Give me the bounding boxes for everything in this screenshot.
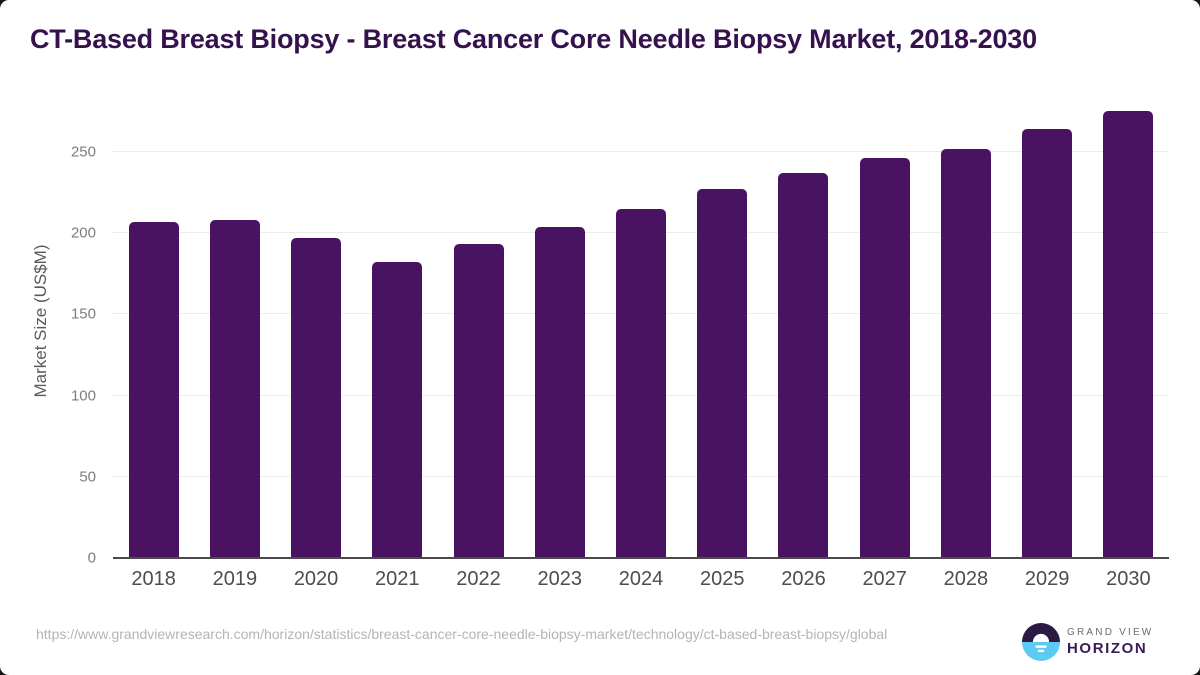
bar-2020[interactable]	[291, 237, 342, 558]
x-tick-label-2027: 2027	[862, 568, 907, 590]
x-tick-label-2029: 2029	[1024, 568, 1070, 590]
bar-2027[interactable]	[859, 158, 910, 558]
bar-2022[interactable]	[453, 244, 504, 558]
x-axis-labels: 2018 2019 2020 2021 2022 2023 2024 2025 2026 2027…	[113, 568, 1169, 594]
y-tick-label-100: 100	[70, 387, 96, 405]
bar-2018[interactable]	[128, 221, 179, 558]
bar-2019[interactable]	[209, 220, 260, 558]
bar-2030[interactable]	[1103, 111, 1154, 558]
y-tick-label-0: 0	[87, 549, 96, 567]
x-tick-label-2018: 2018	[131, 568, 176, 590]
x-tick-label-2020: 2020	[293, 568, 339, 590]
y-axis-labels: 0 50 100 150 200 250	[0, 95, 96, 566]
x-tick-label-2030: 2030	[1106, 568, 1151, 590]
y-tick-label-50: 50	[79, 468, 96, 486]
logo-brand-line1: GRAND VIEW	[1067, 627, 1154, 638]
x-tick-label-2022: 2022	[456, 568, 501, 590]
x-tick-label-2021: 2021	[375, 568, 420, 590]
x-tick-label-2024: 2024	[618, 568, 664, 590]
source-url: https://www.grandviewresearch.com/horizo…	[36, 626, 888, 642]
bar-2025[interactable]	[697, 189, 748, 558]
x-tick-label-2028: 2028	[943, 568, 989, 590]
bar-2029[interactable]	[1022, 129, 1073, 558]
chart-title: CT-Based Breast Biopsy - Breast Cancer C…	[30, 24, 1037, 54]
y-tick-label-250: 250	[70, 143, 96, 161]
y-tick-label-150: 150	[70, 305, 96, 323]
plot-area	[113, 95, 1169, 559]
x-tick-label-2023: 2023	[537, 568, 583, 590]
bar-2024[interactable]	[616, 208, 666, 558]
bar-2026[interactable]	[778, 172, 829, 558]
bar-2021[interactable]	[372, 262, 423, 558]
x-tick-label-2025: 2025	[699, 568, 745, 590]
bar-2023[interactable]	[534, 226, 585, 558]
grandview-horizon-logo-icon	[1022, 623, 1060, 661]
logo-brand-line2: HORIZON	[1067, 640, 1148, 657]
x-tick-label-2026: 2026	[781, 568, 826, 590]
gridline-250	[113, 150, 1169, 152]
y-tick-label-200: 200	[70, 224, 96, 242]
logo-text: GRAND VIEW HORIZON	[1067, 627, 1153, 657]
x-axis-line	[113, 557, 1169, 559]
x-tick-label-2019: 2019	[212, 568, 258, 590]
grandview-horizon-logo[interactable]: GRAND VIEW HORIZON	[1022, 623, 1153, 661]
bar-2028[interactable]	[940, 148, 991, 558]
